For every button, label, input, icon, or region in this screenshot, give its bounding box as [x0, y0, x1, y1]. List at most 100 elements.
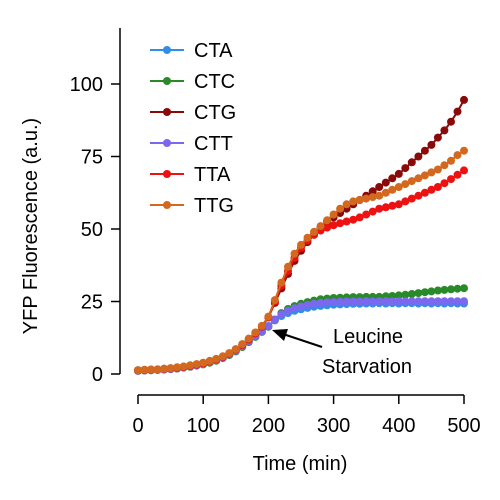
data-point: [440, 161, 449, 170]
data-point: [447, 156, 455, 165]
data-point: [375, 183, 384, 191]
legend-marker: [163, 170, 171, 178]
data-point: [407, 297, 416, 306]
data-point: [199, 358, 208, 367]
data-point: [433, 165, 442, 174]
data-point: [270, 296, 279, 305]
data-point: [433, 297, 442, 306]
y-tick-label: 75: [81, 147, 103, 169]
data-point: [179, 362, 188, 371]
data-point: [394, 183, 403, 191]
data-point: [257, 321, 266, 330]
legend-marker: [163, 139, 171, 147]
data-point: [270, 315, 279, 324]
data-point: [414, 152, 423, 161]
data-point: [460, 284, 468, 293]
data-point: [342, 297, 351, 306]
data-point: [407, 194, 416, 203]
data-point: [329, 221, 338, 230]
data-point: [355, 213, 364, 222]
data-point: [420, 288, 429, 297]
data-point: [414, 297, 423, 306]
legend-label: TTA: [194, 164, 231, 186]
series-layer: [134, 95, 468, 375]
data-point: [264, 312, 273, 321]
data-point: [264, 322, 273, 331]
data-point: [433, 183, 442, 191]
data-point: [460, 297, 468, 306]
legend-label: CTA: [194, 40, 233, 62]
data-point: [290, 249, 299, 258]
series-tta: [134, 166, 468, 375]
data-point: [381, 188, 390, 197]
legend-label: CTG: [194, 102, 236, 124]
data-point: [290, 304, 299, 313]
data-point: [427, 185, 436, 194]
legend-label: TTG: [194, 195, 234, 217]
data-point: [420, 188, 429, 197]
data-point: [277, 310, 286, 319]
data-point: [192, 360, 201, 369]
data-point: [160, 364, 169, 373]
data-point: [407, 177, 416, 186]
data-point: [238, 340, 247, 349]
data-point: [401, 180, 410, 189]
legend-item-cta: CTA: [150, 40, 233, 62]
data-point: [453, 170, 462, 179]
data-point: [362, 297, 371, 306]
data-point: [420, 146, 429, 155]
data-point: [342, 217, 351, 226]
data-point: [310, 299, 318, 308]
data-point: [407, 158, 416, 167]
legend-label: CTC: [194, 71, 235, 93]
data-point: [407, 290, 416, 298]
data-point: [362, 194, 371, 203]
data-point: [440, 297, 449, 306]
data-point: [336, 297, 345, 306]
annotation-arrow-shaft: [282, 333, 323, 348]
data-point: [244, 334, 253, 343]
annotation: Leucine Starvation: [272, 326, 412, 378]
data-point: [310, 227, 318, 236]
data-point: [427, 297, 436, 306]
data-point: [401, 197, 410, 206]
data-point: [453, 284, 462, 293]
data-point: [401, 164, 410, 173]
data-point: [323, 223, 332, 232]
x-tick-label: 300: [317, 415, 350, 437]
data-point: [205, 356, 214, 365]
x-tick-label: 500: [447, 415, 480, 437]
data-point: [420, 171, 429, 180]
legend-item-ctc: CTC: [150, 71, 235, 93]
data-point: [460, 166, 468, 175]
data-point: [368, 187, 377, 196]
data-point: [381, 178, 390, 187]
y-tick-label: 0: [92, 364, 103, 386]
legend-item-ctt: CTT: [150, 133, 233, 155]
data-point: [368, 193, 377, 202]
data-point: [316, 222, 325, 231]
data-point: [388, 174, 397, 183]
data-point: [427, 287, 436, 296]
legend: CTA CTC CTG CTT TTA TTG: [150, 40, 236, 217]
data-point: [186, 361, 195, 370]
data-point: [134, 366, 142, 375]
data-point: [218, 352, 227, 361]
series-ttg: [134, 146, 468, 375]
data-point: [323, 298, 332, 307]
legend-marker: [163, 201, 171, 209]
data-point: [323, 216, 332, 225]
data-point: [394, 169, 403, 178]
data-point: [368, 297, 377, 306]
data-point: [440, 179, 449, 188]
data-point: [277, 278, 286, 287]
data-point: [303, 233, 312, 242]
data-point: [349, 197, 358, 206]
y-tick-label: 50: [81, 219, 103, 241]
y-tick-label: 100: [70, 74, 103, 96]
data-point: [414, 289, 423, 298]
data-point: [297, 240, 305, 249]
x-axis-title: Time (min): [253, 453, 348, 475]
legend-item-tta: TTA: [150, 164, 231, 186]
data-point: [447, 117, 455, 126]
